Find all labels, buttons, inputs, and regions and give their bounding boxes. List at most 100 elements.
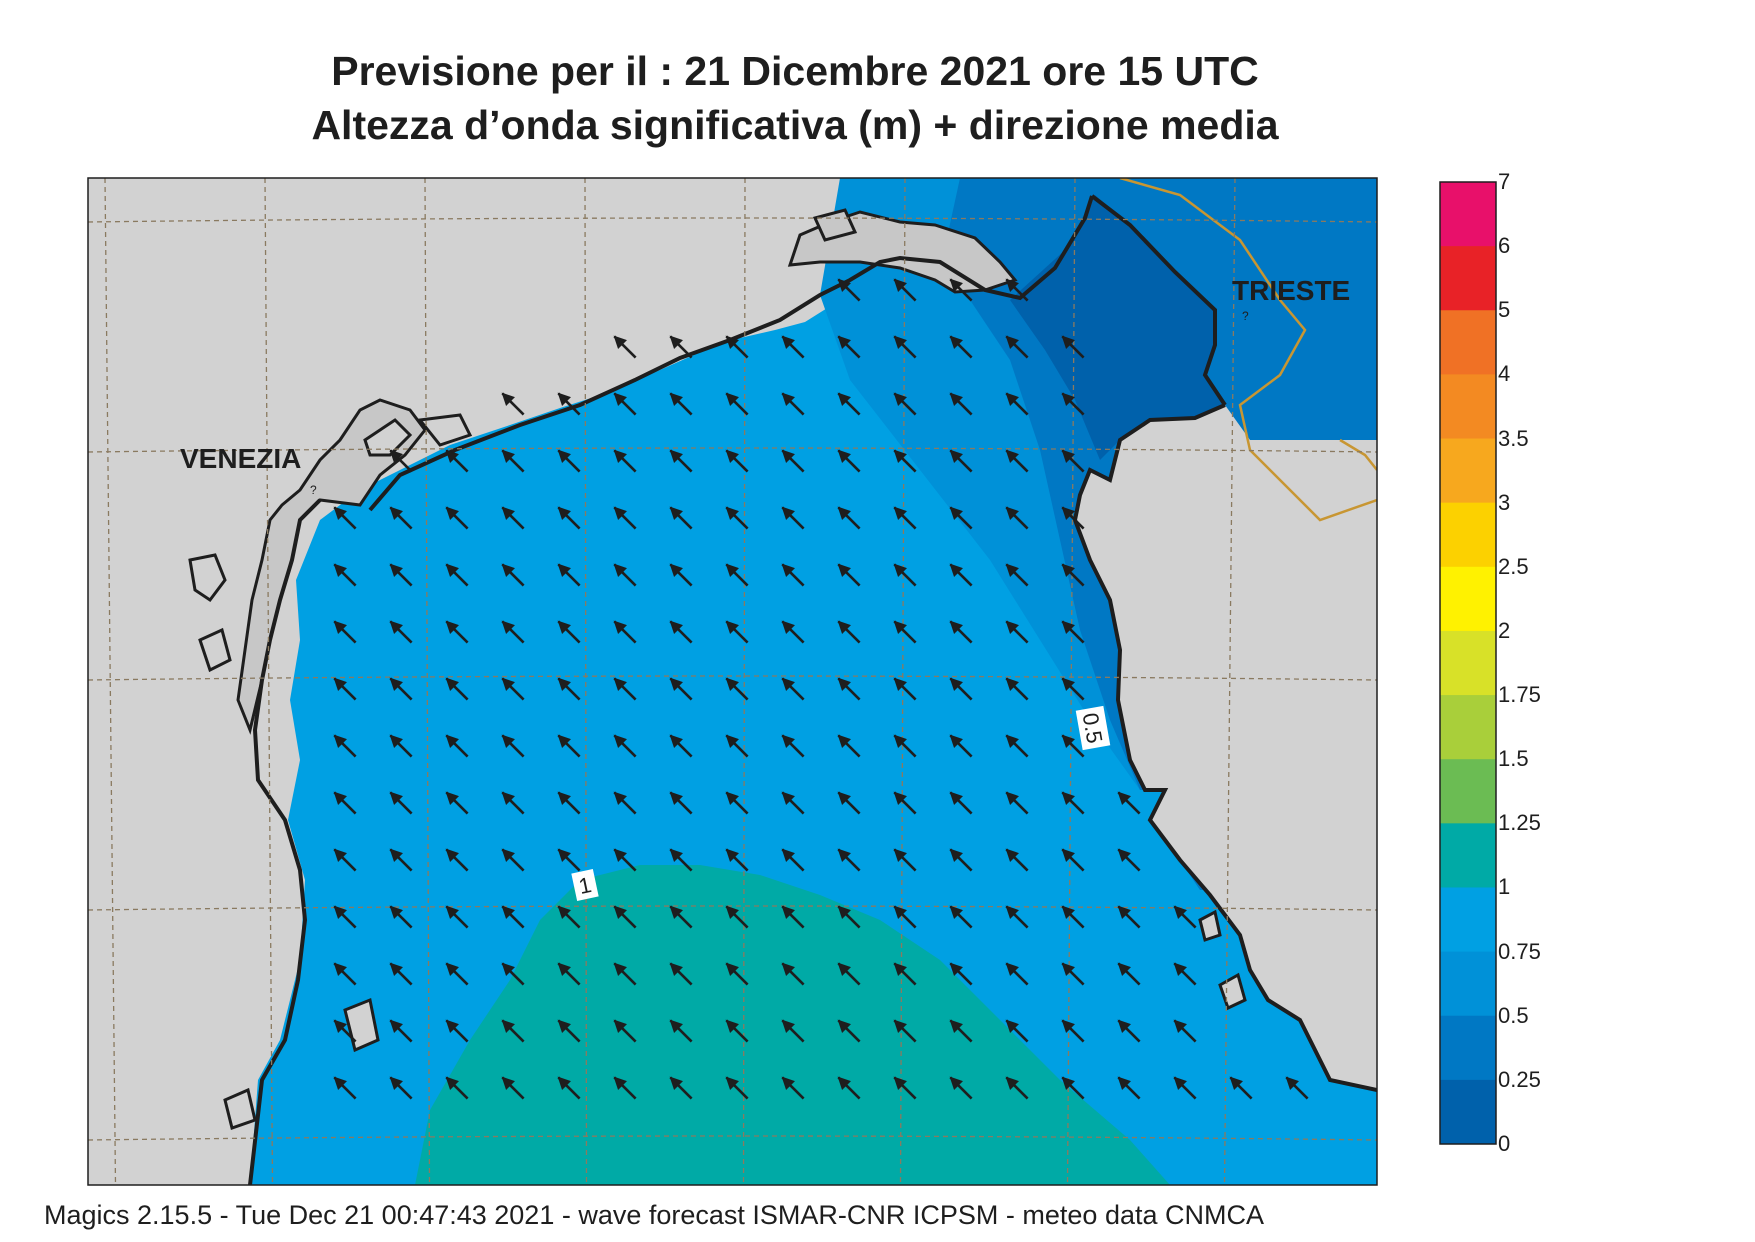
- wave-arrow-head: [669, 563, 683, 577]
- wave-arrow-head: [1061, 392, 1075, 406]
- wave-arrow-head: [781, 848, 795, 862]
- wave-arrow-head: [1005, 449, 1019, 463]
- wave-arrow-head: [781, 905, 795, 919]
- coastline-istria: [1072, 403, 1377, 1092]
- wave-arrow-head: [1005, 848, 1019, 862]
- wave-arrow-head: [1117, 1019, 1131, 1033]
- wave-arrow-head: [501, 734, 515, 748]
- legend-tick-label: 0.25: [1498, 1066, 1541, 1092]
- wave-arrow-head: [837, 278, 851, 292]
- wave-arrow-head: [389, 620, 403, 634]
- wave-arrow-head: [389, 677, 403, 691]
- svg-text:0.5: 0.5: [1078, 711, 1108, 745]
- wave-arrow-head: [893, 506, 907, 520]
- wave-arrow-head: [1005, 563, 1019, 577]
- wave-arrow-head: [389, 563, 403, 577]
- wave-arrow-head: [445, 506, 459, 520]
- wave-arrow-head: [1061, 563, 1075, 577]
- wave-arrow-head: [501, 677, 515, 691]
- wave-arrow-head: [1173, 962, 1187, 976]
- wave-arrow-head: [501, 962, 515, 976]
- wave-arrow-head: [781, 734, 795, 748]
- legend-swatch: [1440, 695, 1496, 760]
- map-frame: [87, 177, 1378, 1186]
- legend-tick-label: 6: [1498, 233, 1511, 259]
- wave-direction-arrows: [333, 278, 1309, 1100]
- wave-arrow-head: [1005, 620, 1019, 634]
- wave-arrow-head: [389, 449, 403, 463]
- wave-arrow-head: [1061, 962, 1075, 976]
- graticule-meridian: [104, 178, 117, 1185]
- graticule-meridian: [899, 178, 906, 1185]
- wave-arrow-head: [669, 791, 683, 805]
- wave-arrow-head: [893, 1076, 907, 1090]
- wave-arrow-head: [1061, 677, 1075, 691]
- wave-arrow-head: [893, 335, 907, 349]
- wave-arrow-head: [501, 620, 515, 634]
- graticule-meridian: [1223, 178, 1236, 1185]
- wave-arrow-head: [949, 449, 963, 463]
- wave-arrow-head: [725, 335, 739, 349]
- wave-arrow-head: [725, 905, 739, 919]
- wave-arrow-head: [613, 1076, 627, 1090]
- legend-tick-label: 2.5: [1498, 553, 1529, 579]
- legend-tick-label: 4: [1498, 361, 1511, 387]
- graticule-meridian: [742, 178, 746, 1185]
- wave-arrow-head: [893, 905, 907, 919]
- wave-arrow-head: [837, 563, 851, 577]
- legend-swatch: [1440, 502, 1496, 568]
- wave-arrow-head: [837, 734, 851, 748]
- wave-arrow-head: [445, 677, 459, 691]
- legend-tick-label: 3.5: [1498, 425, 1529, 451]
- wave-arrow-head: [1005, 791, 1019, 805]
- wave-arrow-head: [893, 449, 907, 463]
- wave-arrow-head: [557, 677, 571, 691]
- legend-swatch: [1440, 246, 1496, 311]
- wave-arrow-head: [1005, 506, 1019, 520]
- wave-arrow-head: [1117, 962, 1131, 976]
- wave-arrow-head: [557, 620, 571, 634]
- wave-arrow-head: [389, 1076, 403, 1090]
- wave-arrow-head: [725, 563, 739, 577]
- wave-arrow-head: [1005, 1019, 1019, 1033]
- sea-band-0-025: [1010, 195, 1225, 460]
- wave-arrow-head: [1005, 734, 1019, 748]
- wave-arrow-head: [837, 335, 851, 349]
- wave-arrow-head: [445, 848, 459, 862]
- graticule-parallel: [88, 1135, 1377, 1141]
- wave-arrow-head: [1117, 791, 1131, 805]
- graticule-meridian: [1066, 178, 1076, 1185]
- wave-arrow-head: [1173, 1076, 1187, 1090]
- graticule-parallel: [88, 217, 1377, 223]
- wave-arrow-head: [501, 449, 515, 463]
- wave-arrow-head: [389, 905, 403, 919]
- svg-text:?: ?: [1242, 309, 1249, 323]
- wave-arrow-head: [1061, 335, 1075, 349]
- wave-arrow-head: [557, 392, 571, 406]
- wave-arrow-head: [1005, 962, 1019, 976]
- wave-arrow-head: [501, 848, 515, 862]
- wave-arrow-head: [613, 620, 627, 634]
- wave-arrow-head: [613, 848, 627, 862]
- wave-arrow-head: [949, 335, 963, 349]
- wave-arrow-head: [389, 791, 403, 805]
- wave-arrow-head: [781, 449, 795, 463]
- wave-arrow-head: [389, 734, 403, 748]
- wave-arrow-head: [1117, 905, 1131, 919]
- wave-arrow-head: [837, 449, 851, 463]
- border-line: [1119, 178, 1377, 522]
- wave-arrow-head: [445, 563, 459, 577]
- wave-arrow-head: [725, 449, 739, 463]
- wave-arrow-head: [557, 905, 571, 919]
- wave-arrow-head: [501, 791, 515, 805]
- wave-arrow-head: [333, 734, 347, 748]
- legend-tick-label: 0: [1498, 1131, 1511, 1156]
- wave-arrow-head: [837, 905, 851, 919]
- wave-arrow-head: [669, 677, 683, 691]
- wave-arrow-head: [333, 1019, 347, 1033]
- wave-arrow-head: [781, 506, 795, 520]
- wave-arrow-head: [949, 791, 963, 805]
- wave-arrow-head: [669, 392, 683, 406]
- wave-arrow-head: [837, 848, 851, 862]
- wave-arrow-head: [333, 848, 347, 862]
